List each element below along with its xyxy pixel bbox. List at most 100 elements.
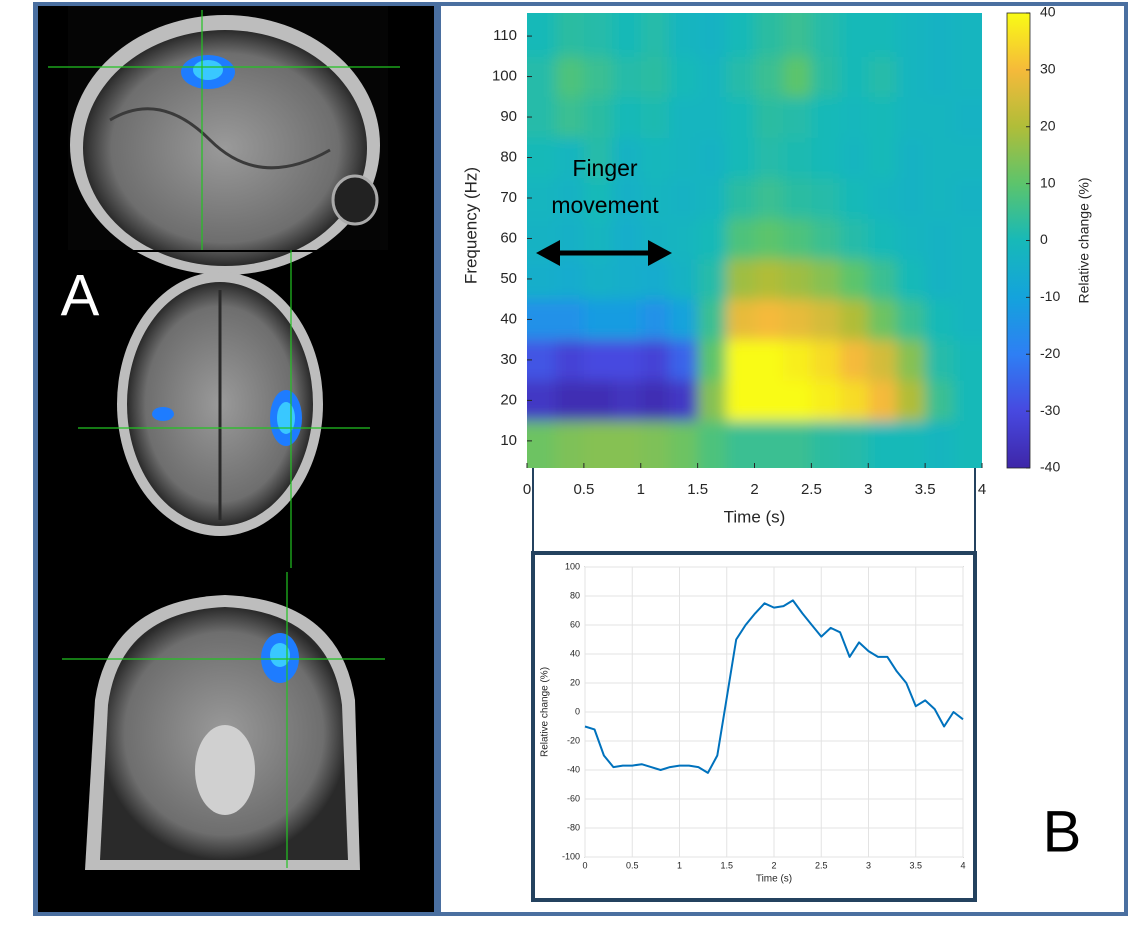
- heatmap-cell: [782, 380, 812, 422]
- heatmap-cell: [612, 96, 642, 138]
- heatmap-cell: [953, 339, 982, 381]
- heatmap-cell: [555, 339, 585, 381]
- heatmap-cell: [640, 258, 670, 300]
- y-tick-label: 60: [570, 619, 580, 629]
- x-tick-label: 3.5: [909, 860, 922, 870]
- heatmap-cell: [925, 380, 955, 422]
- colorbar-label: Relative change (%): [1076, 177, 1092, 303]
- heatmap-cell: [697, 339, 727, 381]
- heatmap-cell: [896, 258, 926, 300]
- heatmap-cell: [697, 218, 727, 260]
- y-tick-label: 90: [500, 108, 517, 125]
- heatmap-cell: [640, 339, 670, 381]
- heatmap-cell: [697, 13, 727, 57]
- y-tick-label: 30: [500, 351, 517, 368]
- heatmap-cell: [640, 177, 670, 219]
- heatmap-cell: [839, 177, 869, 219]
- heatmap-cell: [754, 258, 784, 300]
- heatmap-cell: [896, 13, 926, 57]
- heatmap-cell: [555, 177, 585, 219]
- colorbar-tick-label: -20: [1040, 345, 1060, 361]
- heatmap-cell: [555, 258, 585, 300]
- heatmap-cell: [669, 299, 699, 341]
- heatmap-cell: [612, 299, 642, 341]
- heatmap-cell: [583, 420, 613, 468]
- heatmap-cell: [925, 56, 955, 98]
- colorbar-tick-label: -40: [1040, 459, 1060, 475]
- heatmap-cell: [868, 380, 898, 422]
- heatmap-cell: [669, 380, 699, 422]
- heatmap-cell: [839, 218, 869, 260]
- heatmap-cell: [640, 299, 670, 341]
- heatmap-cell: [697, 177, 727, 219]
- heatmap-cell: [754, 339, 784, 381]
- heatmap-cell: [669, 13, 699, 57]
- x-tick-label: 2.5: [801, 481, 822, 498]
- heatmap-cell: [726, 177, 755, 219]
- y-tick-label: 40: [500, 310, 517, 327]
- colorbar-tick-label: 20: [1040, 117, 1056, 133]
- x-tick-label: 0.5: [626, 860, 639, 870]
- heatmap-cell: [811, 218, 841, 260]
- heatmap-cell: [839, 258, 869, 300]
- heatmap-cell: [839, 56, 869, 98]
- heatmap-cell: [782, 137, 812, 179]
- heatmap-cell: [555, 96, 585, 138]
- heatmap-cell: [754, 177, 784, 219]
- y-tick-label: -100: [562, 851, 580, 861]
- heatmap-cell: [953, 13, 982, 57]
- x-tick-label: 0.5: [573, 481, 594, 498]
- heatmap-cell: [612, 137, 642, 179]
- heatmap-cell: [555, 13, 585, 57]
- heatmap-cell: [754, 380, 784, 422]
- heatmap-cell: [640, 13, 670, 57]
- heatmap-cell: [726, 420, 755, 468]
- heatmap-cell: [640, 137, 670, 179]
- heatmap-cell: [896, 339, 926, 381]
- heatmap-cell: [782, 299, 812, 341]
- heatmap-cell: [953, 420, 982, 468]
- mri-coronal: [62, 572, 385, 870]
- heatmap-cell: [782, 177, 812, 219]
- heatmap-cell: [896, 420, 926, 468]
- colorbar-tick-label: 0: [1040, 231, 1048, 247]
- heatmap-cell: [782, 420, 812, 468]
- heatmap-cell: [669, 258, 699, 300]
- heatmap-cell: [612, 339, 642, 381]
- heatmap-cell: [612, 56, 642, 98]
- heatmap-cell: [896, 299, 926, 341]
- colorbar-tick-label: 40: [1040, 4, 1056, 20]
- heatmap-cell: [697, 96, 727, 138]
- heatmap-cells: [527, 13, 982, 468]
- x-tick-label: 4: [960, 860, 965, 870]
- x-tick-label: 2: [750, 481, 758, 498]
- heatmap-cell: [555, 380, 585, 422]
- heatmap-cell: [527, 420, 556, 468]
- data-line: [584, 599, 964, 774]
- heatmap-cell: [754, 218, 784, 260]
- heatmap-cell: [839, 96, 869, 138]
- heatmap-cell: [925, 96, 955, 138]
- colorbar-tick-label: 30: [1040, 61, 1056, 77]
- heatmap-cell: [754, 13, 784, 57]
- y-tick-label: -60: [567, 793, 580, 803]
- heatmap-cell: [868, 137, 898, 179]
- heatmap-cell: [669, 218, 699, 260]
- heatmap-cell: [839, 299, 869, 341]
- heatmap-cell: [811, 13, 841, 57]
- y-tick-label: 80: [500, 148, 517, 165]
- heatmap-cell: [811, 258, 841, 300]
- y-tick-label: 40: [570, 648, 580, 658]
- x-tick-label: 1.5: [687, 481, 708, 498]
- x-tick-label: 2: [771, 860, 776, 870]
- x-tick-label: 3: [864, 481, 872, 498]
- heatmap-cell: [839, 137, 869, 179]
- y-tick-label: 100: [565, 561, 580, 571]
- heatmap-cell: [669, 56, 699, 98]
- heatmap-cell: [868, 258, 898, 300]
- heatmap-cell: [726, 56, 755, 98]
- heatmap-cell: [953, 137, 982, 179]
- heatmap-cell: [726, 258, 755, 300]
- x-tick-label: 3: [866, 860, 871, 870]
- heatmap-cell: [896, 380, 926, 422]
